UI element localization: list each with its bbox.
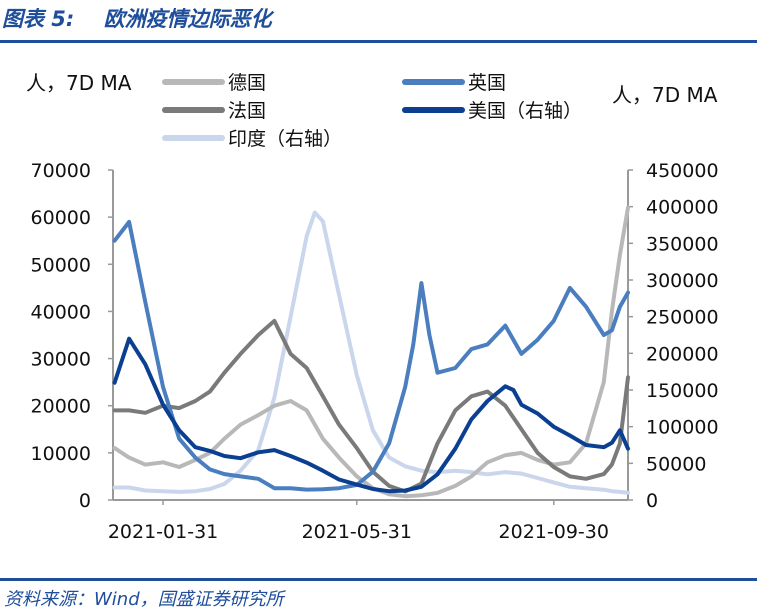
figure-title: 图表 5: 欧洲疫情边际恶化: [2, 7, 272, 31]
x-tick-label: 2021-01-31: [108, 521, 218, 543]
left-tick-label: 20000: [31, 396, 91, 418]
right-tick-label: 200000: [646, 343, 719, 365]
series-line-france: [112, 318, 630, 494]
right-tick-label: 150000: [646, 380, 719, 402]
right-tick-label: 50000: [646, 453, 706, 475]
series-line-usa: [112, 336, 630, 494]
left-tick-label: 0: [79, 490, 91, 512]
left-tick-label: 10000: [31, 443, 91, 465]
left-tick-label: 60000: [31, 207, 91, 229]
series-lines: [112, 205, 630, 499]
right-tick-label: 250000: [646, 307, 719, 329]
right-tick-label: 450000: [646, 160, 719, 182]
right-tick-label: 100000: [646, 417, 719, 439]
legend-label-uk: 英国: [468, 72, 506, 94]
title-divider: [0, 40, 757, 43]
left-tick-label: 30000: [31, 349, 91, 371]
source-note: 资料来源：Wind，国盛证券研究所: [4, 589, 284, 610]
epidemic-line-chart: 人，7D MA 人，7D MA 德国 法国 英国 美国（右轴） 印度（右轴） 0…: [26, 71, 719, 543]
series-line-uk: [112, 219, 630, 492]
legend-label-india: 印度（右轴）: [228, 128, 342, 150]
right-axis-unit-label: 人，7D MA: [612, 83, 718, 107]
left-tick-label: 70000: [31, 160, 91, 182]
x-tick-label: 2021-09-30: [499, 521, 609, 543]
axes: 0 10000 20000 30000 40000 50000 60000 70000 0 500…: [31, 160, 719, 543]
legend-label-usa: 美国（右轴）: [468, 100, 582, 122]
legend-label-germany: 德国: [228, 72, 266, 94]
right-tick-label: 300000: [646, 270, 719, 292]
right-tick-label: 400000: [646, 197, 719, 219]
legend-label-france: 法国: [228, 100, 266, 122]
left-tick-label: 50000: [31, 254, 91, 276]
right-tick-label: 0: [646, 490, 658, 512]
left-tick-label: 40000: [31, 301, 91, 323]
series-line-india: [112, 210, 630, 495]
source-divider: [0, 578, 757, 581]
legend: 德国 法国 英国 美国（右轴） 印度（右轴）: [162, 72, 582, 150]
left-axis-unit-label: 人，7D MA: [26, 71, 132, 95]
right-tick-label: 350000: [646, 233, 719, 255]
x-tick-label: 2021-05-31: [302, 521, 412, 543]
